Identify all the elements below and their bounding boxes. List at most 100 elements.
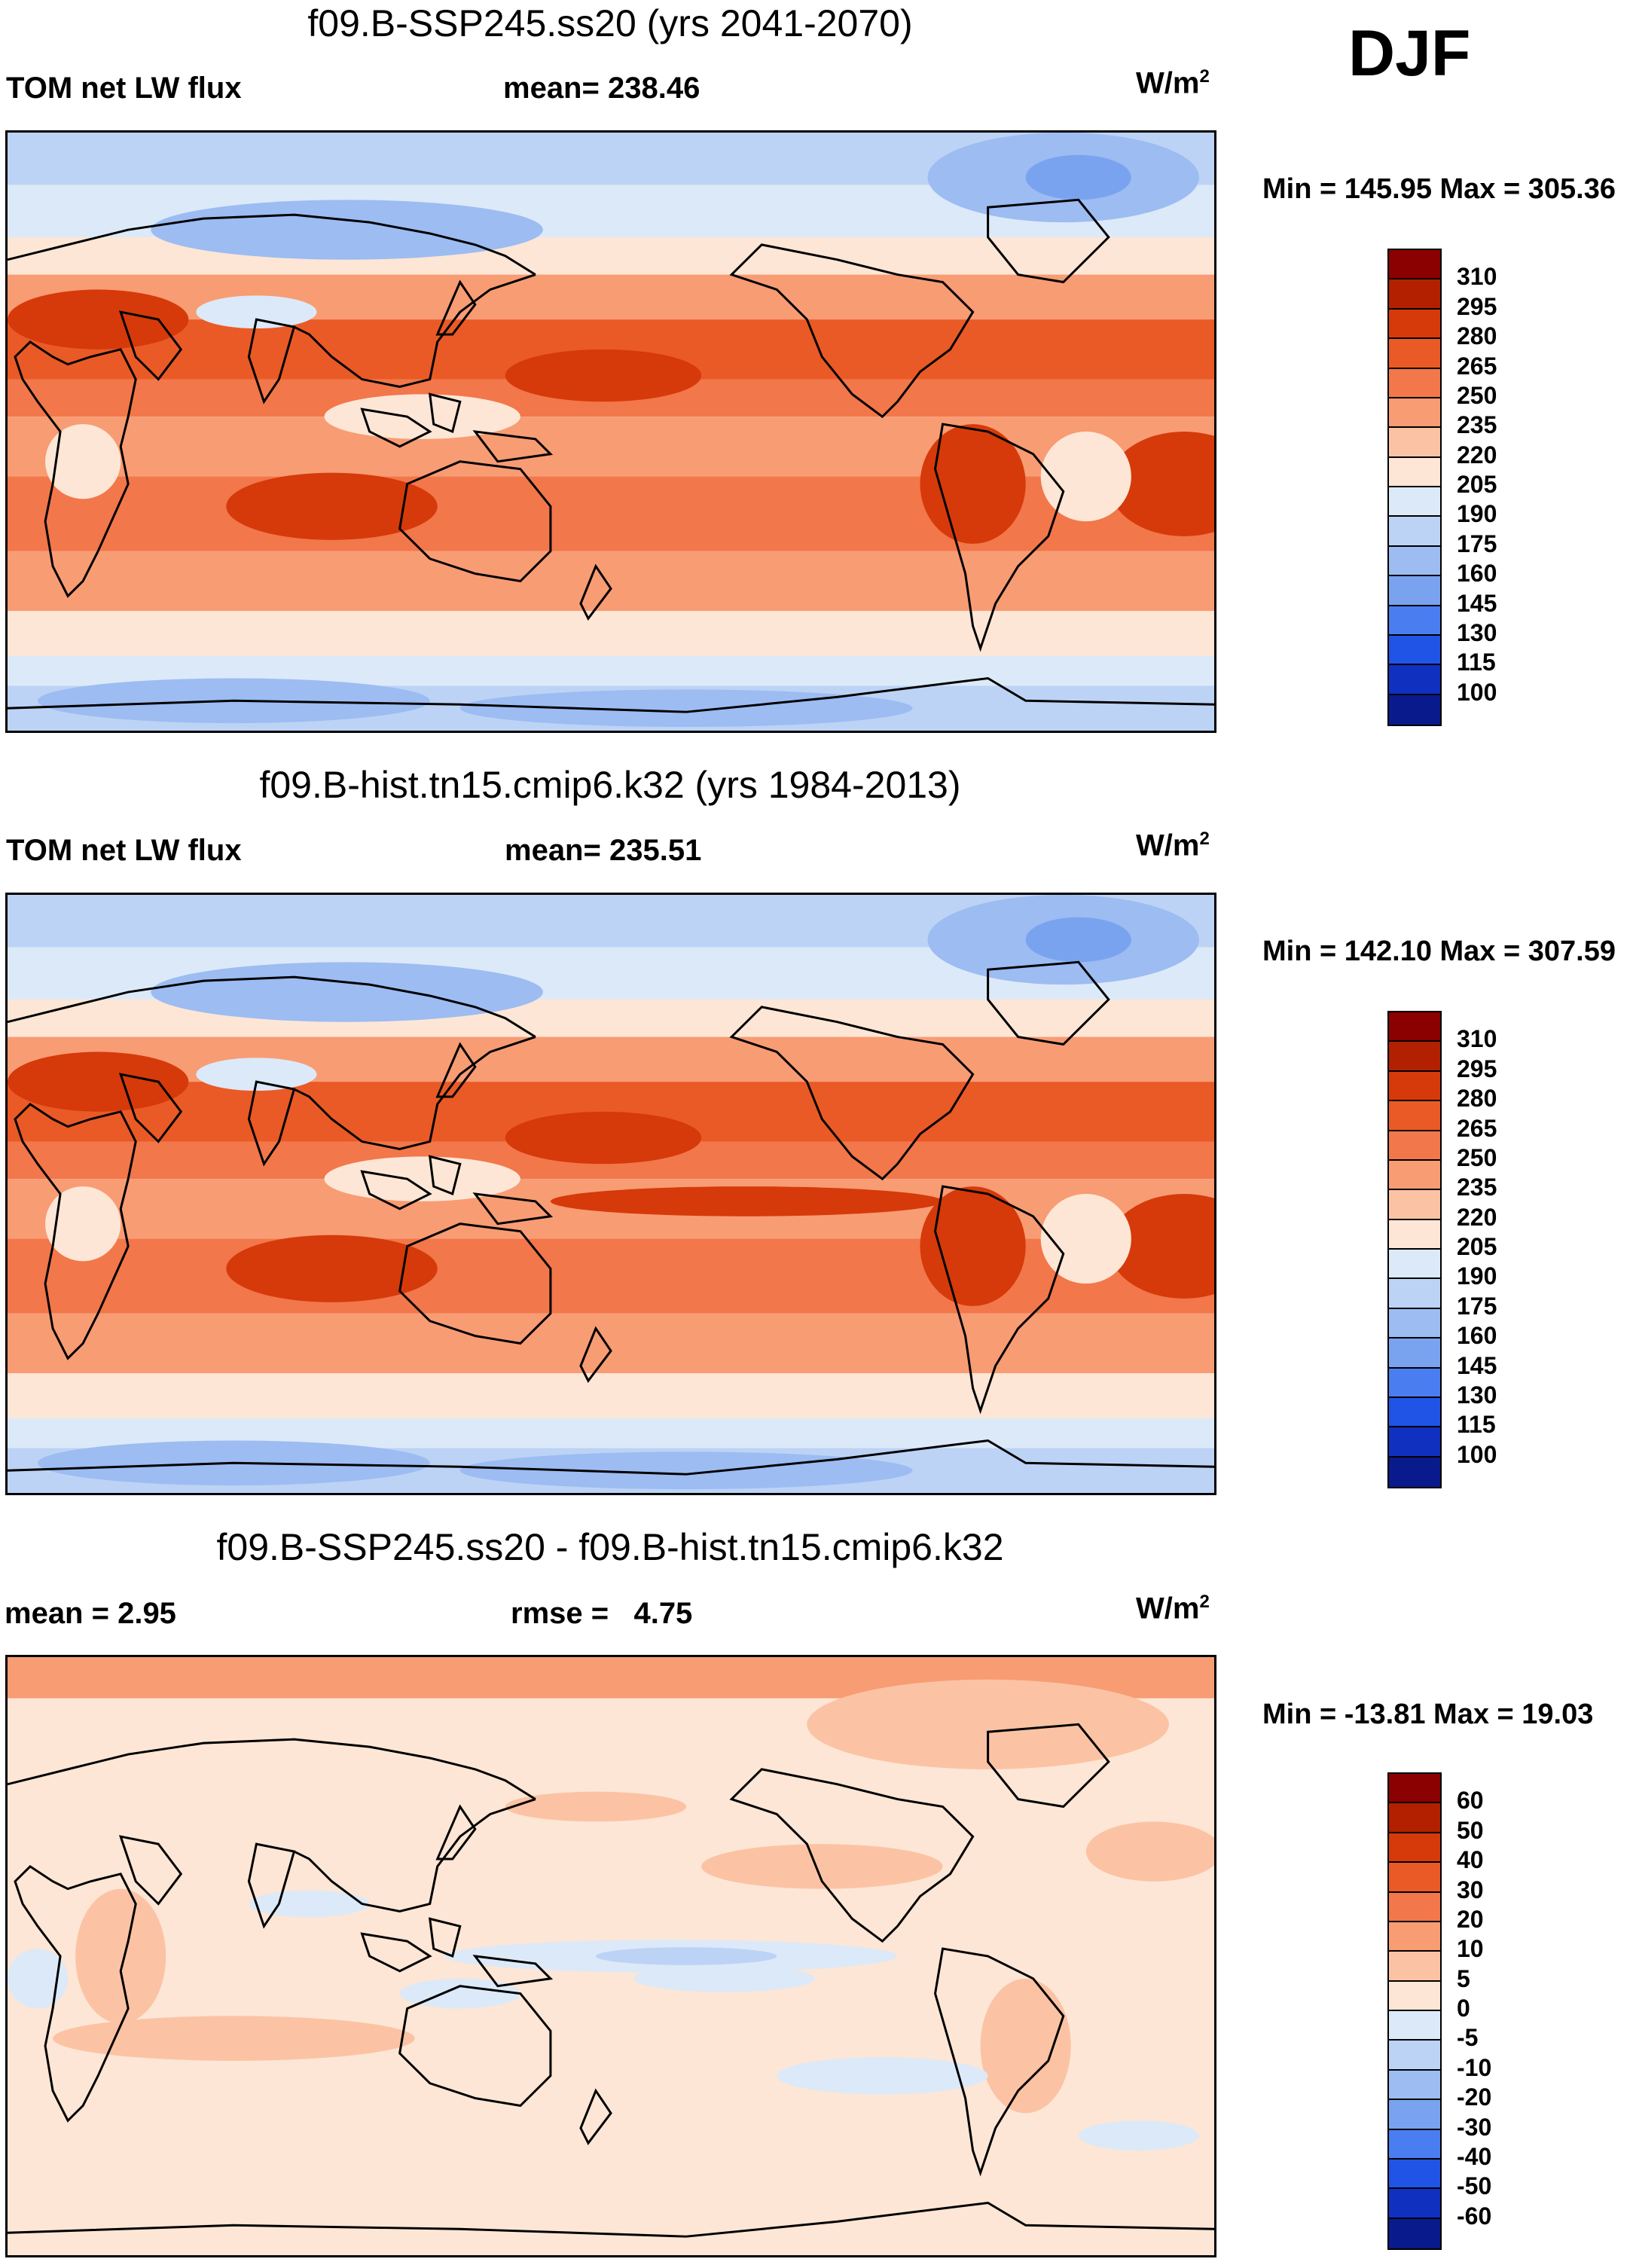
colorbar-label: 20 <box>1457 1905 1484 1933</box>
colorbar-label: 145 <box>1457 1351 1497 1379</box>
colorbar-label: -20 <box>1457 2083 1492 2111</box>
colorbar-segment <box>1389 2041 1440 2071</box>
colorbar-segment <box>1389 546 1440 577</box>
colorbar-label: 175 <box>1457 530 1497 557</box>
panel1-title: f09.B-SSP245.ss20 (yrs 2041-2070) <box>307 2 913 44</box>
colorbar-segment <box>1389 1427 1440 1458</box>
colorbar-label: 310 <box>1457 263 1497 291</box>
colorbar-label: 160 <box>1457 1322 1497 1350</box>
colorbar-segment <box>1389 1131 1440 1161</box>
colorbar-label: -10 <box>1457 2053 1492 2081</box>
colorbar-segment <box>1389 398 1440 429</box>
panel1-map <box>5 130 1216 733</box>
colorbar-segment <box>1389 1042 1440 1072</box>
colorbar-segment <box>1389 2129 1440 2160</box>
colorbar-segment <box>1389 517 1440 547</box>
season-label: DJF <box>1348 17 1471 90</box>
colorbar-segment <box>1389 428 1440 458</box>
panel3-units: W/m2 <box>1136 1592 1210 1625</box>
panel3-minmax: Min = -13.81 Max = 19.03 <box>1262 1699 1594 1730</box>
colorbar-segment <box>1389 1279 1440 1309</box>
panel3-rmse: rmse = 4.75 <box>511 1597 693 1630</box>
colorbar-segment <box>1389 1952 1440 1982</box>
colorbar-segment <box>1389 1774 1440 1804</box>
colorbar-segment <box>1389 339 1440 369</box>
colorbar-segment <box>1389 1833 1440 1864</box>
panel2-map <box>5 893 1216 1495</box>
colorbar-label: 160 <box>1457 560 1497 588</box>
colorbar-label: 5 <box>1457 1964 1470 1992</box>
panel3-colorbar <box>1387 1772 1442 2250</box>
colorbar-segment <box>1389 2189 1440 2219</box>
colorbar-segment <box>1389 2011 1440 2041</box>
colorbar-label: 205 <box>1457 471 1497 498</box>
colorbar-segment <box>1389 368 1440 398</box>
colorbar-segment <box>1389 1012 1440 1042</box>
colorbar-segment <box>1389 1397 1440 1428</box>
panel2-title: f09.B-hist.tn15.cmip6.k32 (yrs 1984-2013… <box>259 764 961 806</box>
colorbar-label: 175 <box>1457 1292 1497 1320</box>
colorbar-segment <box>1389 1190 1440 1220</box>
colorbar-segment <box>1389 1339 1440 1369</box>
colorbar-label: 100 <box>1457 678 1497 706</box>
colorbar-segment <box>1389 1250 1440 1280</box>
colorbar-label: 220 <box>1457 1203 1497 1231</box>
colorbar-label: 295 <box>1457 1055 1497 1082</box>
colorbar-label: -5 <box>1457 2024 1479 2052</box>
panel3-mean: mean = 2.95 <box>5 1597 176 1630</box>
colorbar-label: 30 <box>1457 1876 1484 1903</box>
panel1-units: W/m2 <box>1136 66 1210 100</box>
colorbar-label: 60 <box>1457 1787 1484 1815</box>
colorbar-segment <box>1389 1368 1440 1398</box>
colorbar-label: 115 <box>1457 649 1496 676</box>
colorbar-label: -40 <box>1457 2142 1492 2170</box>
colorbar-label: 190 <box>1457 500 1497 528</box>
panel1-colorbar <box>1387 249 1442 726</box>
colorbar-segment <box>1389 1457 1440 1487</box>
colorbar-label: 265 <box>1457 1114 1497 1142</box>
colorbar-label: 40 <box>1457 1846 1484 1874</box>
colorbar-label: 130 <box>1457 618 1497 646</box>
colorbar-label: 0 <box>1457 1995 1470 2022</box>
panel3-map <box>5 1655 1216 2257</box>
colorbar-segment <box>1389 2218 1440 2248</box>
colorbar-segment <box>1389 1892 1440 1922</box>
colorbar-segment <box>1389 2100 1440 2130</box>
colorbar-segment <box>1389 694 1440 725</box>
colorbar-label: -60 <box>1457 2202 1492 2230</box>
colorbar-segment <box>1389 606 1440 636</box>
panel1-minmax: Min = 145.95 Max = 305.36 <box>1262 173 1616 205</box>
colorbar-label: 235 <box>1457 411 1497 439</box>
panel2-mean: mean= 235.51 <box>505 834 702 867</box>
colorbar-label: 265 <box>1457 352 1497 380</box>
colorbar-segment <box>1389 1101 1440 1131</box>
panel1-variable-label: TOM net LW flux <box>6 72 242 105</box>
panel2-units: W/m2 <box>1136 829 1210 862</box>
colorbar-label: -50 <box>1457 2172 1492 2200</box>
colorbar-label: 100 <box>1457 1440 1497 1468</box>
colorbar-label: 310 <box>1457 1025 1497 1053</box>
colorbar-label: 220 <box>1457 441 1497 469</box>
colorbar-segment <box>1389 309 1440 340</box>
colorbar-segment <box>1389 487 1440 517</box>
colorbar-label: 205 <box>1457 1233 1497 1260</box>
colorbar-label: 50 <box>1457 1816 1484 1844</box>
colorbar-label: -30 <box>1457 2113 1492 2141</box>
colorbar-label: 145 <box>1457 589 1497 617</box>
colorbar-label: 10 <box>1457 1935 1484 1963</box>
colorbar-label: 295 <box>1457 292 1497 320</box>
colorbar-label: 280 <box>1457 1085 1497 1113</box>
colorbar-segment <box>1389 1071 1440 1102</box>
colorbar-segment <box>1389 250 1440 280</box>
colorbar-segment <box>1389 279 1440 310</box>
colorbar-label: 250 <box>1457 1143 1497 1171</box>
panel2-variable-label: TOM net LW flux <box>6 834 242 867</box>
colorbar-segment <box>1389 1219 1440 1250</box>
colorbar-segment <box>1389 1922 1440 1952</box>
colorbar-segment <box>1389 2070 1440 2101</box>
colorbar-label: 190 <box>1457 1262 1497 1290</box>
colorbar-label: 280 <box>1457 322 1497 350</box>
panel2-minmax: Min = 142.10 Max = 307.59 <box>1262 936 1616 967</box>
colorbar-segment <box>1389 635 1440 666</box>
colorbar-segment <box>1389 576 1440 606</box>
